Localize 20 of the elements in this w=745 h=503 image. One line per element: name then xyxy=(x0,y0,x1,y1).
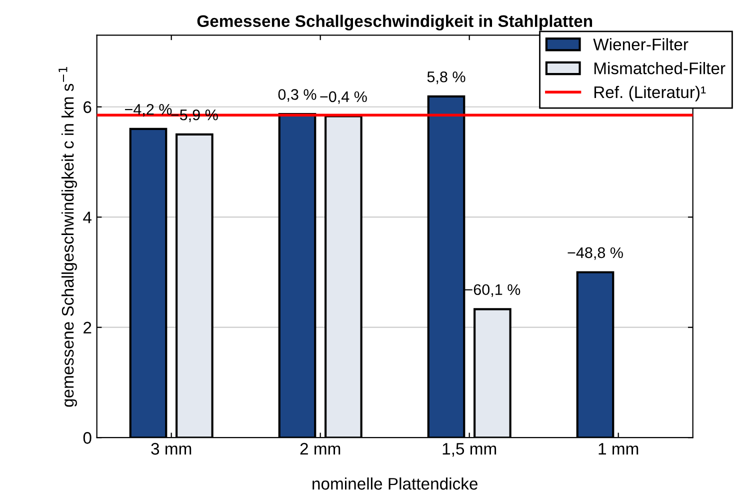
y-tick-label: 6 xyxy=(84,101,92,114)
chart-title: Gemessene Schallgeschwindigkeit in Stahlplatten xyxy=(197,14,592,30)
annotation: 0,3 % xyxy=(278,89,316,102)
annotation: −60,1 % xyxy=(464,284,520,297)
y-axis-title: gemessene Schallgeschwindigkeit c in km s$^{−1}$ xyxy=(58,66,78,407)
x-tick-label: 3 mm xyxy=(151,442,192,455)
x-tick-label: 1 mm xyxy=(598,443,638,455)
legend-label: Ref. (Literatur)¹ xyxy=(594,86,706,102)
annotation: −0,4 % xyxy=(320,91,367,104)
y-tick-label: 2 xyxy=(84,322,92,334)
annotation: 5,8 % xyxy=(427,71,466,84)
annotation: −4,2 % xyxy=(125,104,172,117)
y-tick-label: 4 xyxy=(83,212,92,224)
x-tick-label: 2 mm xyxy=(300,442,340,455)
y-tick-label: 0 xyxy=(83,432,92,444)
x-axis-title: nominelle Plattendicke xyxy=(312,477,478,490)
annotation: −48,8 % xyxy=(568,247,623,260)
x-tick-label: 1,5 mm xyxy=(442,443,496,457)
legend-label: Wiener-Filter xyxy=(593,38,688,50)
legend-label: Mismatched-Filter xyxy=(594,62,726,74)
